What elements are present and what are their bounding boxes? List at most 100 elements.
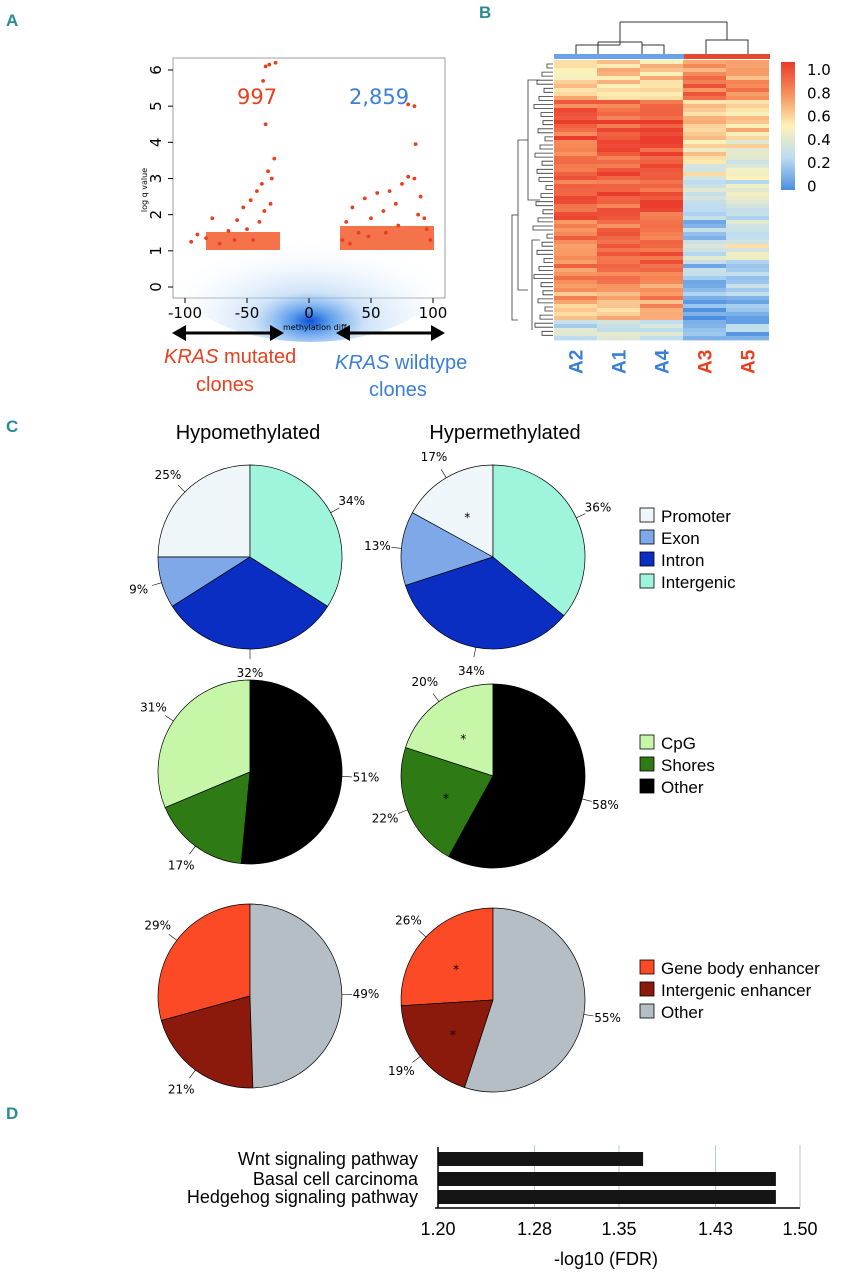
legend-label: Intergenic enhancer: [661, 981, 812, 1000]
x-axis-title: -log10 (FDR): [554, 1249, 658, 1269]
heatmap-cell: [726, 336, 769, 341]
volcano-point: [412, 176, 417, 181]
pie-slice-intergenic-enhancer: [400, 999, 494, 1088]
heatmap-cell: [640, 168, 683, 173]
heatmap-cell: [640, 308, 683, 313]
heatmap-column-label: A2: [567, 350, 588, 374]
volcano-point: [195, 232, 200, 237]
pie-slice-cpg: [157, 679, 251, 808]
heatmap-cell: [554, 176, 597, 181]
heatmap-cell: [640, 200, 683, 205]
heatmap-cell: [640, 240, 683, 245]
heatmap-cell: [726, 204, 769, 209]
heatmap-cell: [640, 144, 683, 149]
y-tick-label: 4: [147, 138, 165, 148]
heatmap-cell: [726, 276, 769, 281]
heatmap-cell: [640, 68, 683, 73]
heatmap-cell: [726, 284, 769, 289]
heatmap-cell: [683, 220, 726, 225]
heatmap-cell: [726, 132, 769, 137]
heatmap-cell: [640, 92, 683, 97]
heatmap-cell: [597, 132, 640, 137]
heatmap-cell: [597, 168, 640, 173]
heatmap-cell: [597, 244, 640, 249]
heatmap-cell: [726, 84, 769, 89]
heatmap-cell: [597, 212, 640, 217]
x-tick-label: 50: [361, 304, 380, 322]
heatmap-cell: [726, 252, 769, 257]
heatmap-cell: [597, 128, 640, 133]
pie-leader-line: [398, 809, 408, 814]
pie-percent-label: 58%: [592, 798, 619, 812]
legend-label: Exon: [661, 529, 700, 548]
row-dendrogram-branches: [511, 63, 553, 336]
pie-leader-line: [341, 776, 352, 778]
heatmap-cell: [597, 88, 640, 93]
heatmap-cell: [726, 148, 769, 153]
heatmap-cell: [597, 292, 640, 297]
volcano-point: [340, 238, 345, 242]
heatmap-cell: [640, 336, 683, 341]
heatmap-cell: [640, 268, 683, 273]
heatmap-cell: [554, 84, 597, 89]
bar: [438, 1152, 644, 1166]
heatmap-cell: [597, 156, 640, 161]
heatmap-cells: [554, 60, 769, 341]
heatmap-cell: [554, 112, 597, 117]
heatmap-cell: [726, 76, 769, 81]
bar-category-label: Hedgehog signaling pathway: [187, 1187, 418, 1207]
y-tick-label: 6: [147, 65, 165, 75]
heatmap-cell: [726, 196, 769, 201]
pie-slice-gene-body-enhancer: [400, 907, 494, 1007]
pie-slice-cpg: [405, 683, 494, 777]
heatmap-cell: [597, 176, 640, 181]
heatmap-cell: [554, 148, 597, 153]
heatmap-cell: [597, 264, 640, 269]
heatmap-cell: [726, 280, 769, 285]
colorbar-label: 0.2: [807, 154, 831, 172]
legend-swatch: [639, 981, 655, 997]
heatmap-cell: [640, 284, 683, 289]
colorbar-label: 0.4: [807, 131, 831, 149]
heatmap-cell: [726, 104, 769, 109]
colorbar-label: 0: [807, 178, 817, 196]
x-tick-label: -100: [168, 304, 202, 322]
heatmap-cell: [640, 124, 683, 129]
pie-percent-label: 20%: [411, 675, 438, 689]
heatmap-cell: [640, 280, 683, 285]
heatmap-cell: [726, 128, 769, 133]
legend-swatch: [639, 573, 655, 589]
heatmap-cell: [554, 268, 597, 273]
heatmap-cell: [683, 108, 726, 113]
heatmap-cell: [640, 100, 683, 105]
heatmap-cell: [597, 68, 640, 73]
heatmap-cell: [640, 136, 683, 141]
heatmap-cell: [640, 112, 683, 117]
heatmap-cell: [597, 64, 640, 69]
volcano-point: [268, 201, 273, 206]
count-hypo: 997: [237, 85, 277, 109]
volcano-point: [387, 189, 392, 194]
volcano-point: [350, 205, 355, 210]
significance-star: *: [450, 1028, 456, 1042]
heatmap-cell: [597, 304, 640, 309]
volcano-point: [269, 176, 274, 181]
heatmap-cell: [726, 208, 769, 213]
heatmap-cell: [640, 148, 683, 153]
heatmap-cell: [640, 312, 683, 317]
pie-slice-intergenic: [492, 464, 586, 617]
heatmap-cell: [640, 196, 683, 201]
volcano-point: [428, 238, 433, 242]
heatmap-cell: [597, 220, 640, 225]
panel-label-d: D: [6, 1104, 18, 1123]
pie-slice-shores: [164, 771, 251, 864]
heatmap-cell: [640, 296, 683, 301]
heatmap-cell: [554, 224, 597, 229]
volcano-point: [263, 64, 268, 69]
label-kras-mutated: KRAS mutated: [164, 346, 296, 368]
heatmap-cell: [683, 280, 726, 285]
volcano-point: [375, 191, 380, 195]
heatmap-cell: [683, 212, 726, 217]
